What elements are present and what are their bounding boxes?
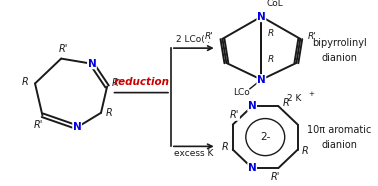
Text: R': R': [271, 172, 280, 182]
Text: R': R': [230, 110, 239, 120]
Text: N: N: [73, 122, 82, 132]
Text: 2-: 2-: [260, 132, 270, 142]
Text: CoL: CoL: [266, 0, 284, 8]
Text: R: R: [302, 146, 309, 156]
Text: 10π aromatic
dianion: 10π aromatic dianion: [307, 125, 371, 150]
Text: N: N: [88, 59, 96, 69]
Text: R: R: [283, 98, 290, 108]
Text: R': R': [204, 33, 213, 41]
Text: R: R: [268, 29, 274, 38]
Text: R': R': [59, 44, 68, 54]
Text: N: N: [257, 75, 266, 85]
Text: LCo: LCo: [234, 88, 250, 97]
Text: R': R': [308, 33, 316, 41]
Text: N: N: [248, 163, 257, 173]
Text: reduction: reduction: [113, 77, 169, 87]
Text: N: N: [248, 101, 257, 111]
Text: bipyrrolinyl
dianion: bipyrrolinyl dianion: [312, 39, 367, 63]
Text: excess K: excess K: [174, 149, 214, 158]
Text: R: R: [22, 77, 29, 87]
Text: N: N: [257, 12, 266, 22]
Text: R: R: [268, 55, 274, 64]
Text: 2 K: 2 K: [287, 94, 301, 103]
Text: 2 LCo(I): 2 LCo(I): [176, 35, 211, 44]
Text: +: +: [308, 91, 314, 97]
Text: R: R: [112, 78, 118, 88]
Text: R': R': [34, 120, 43, 129]
Text: R: R: [105, 108, 112, 118]
Text: R: R: [222, 142, 228, 152]
